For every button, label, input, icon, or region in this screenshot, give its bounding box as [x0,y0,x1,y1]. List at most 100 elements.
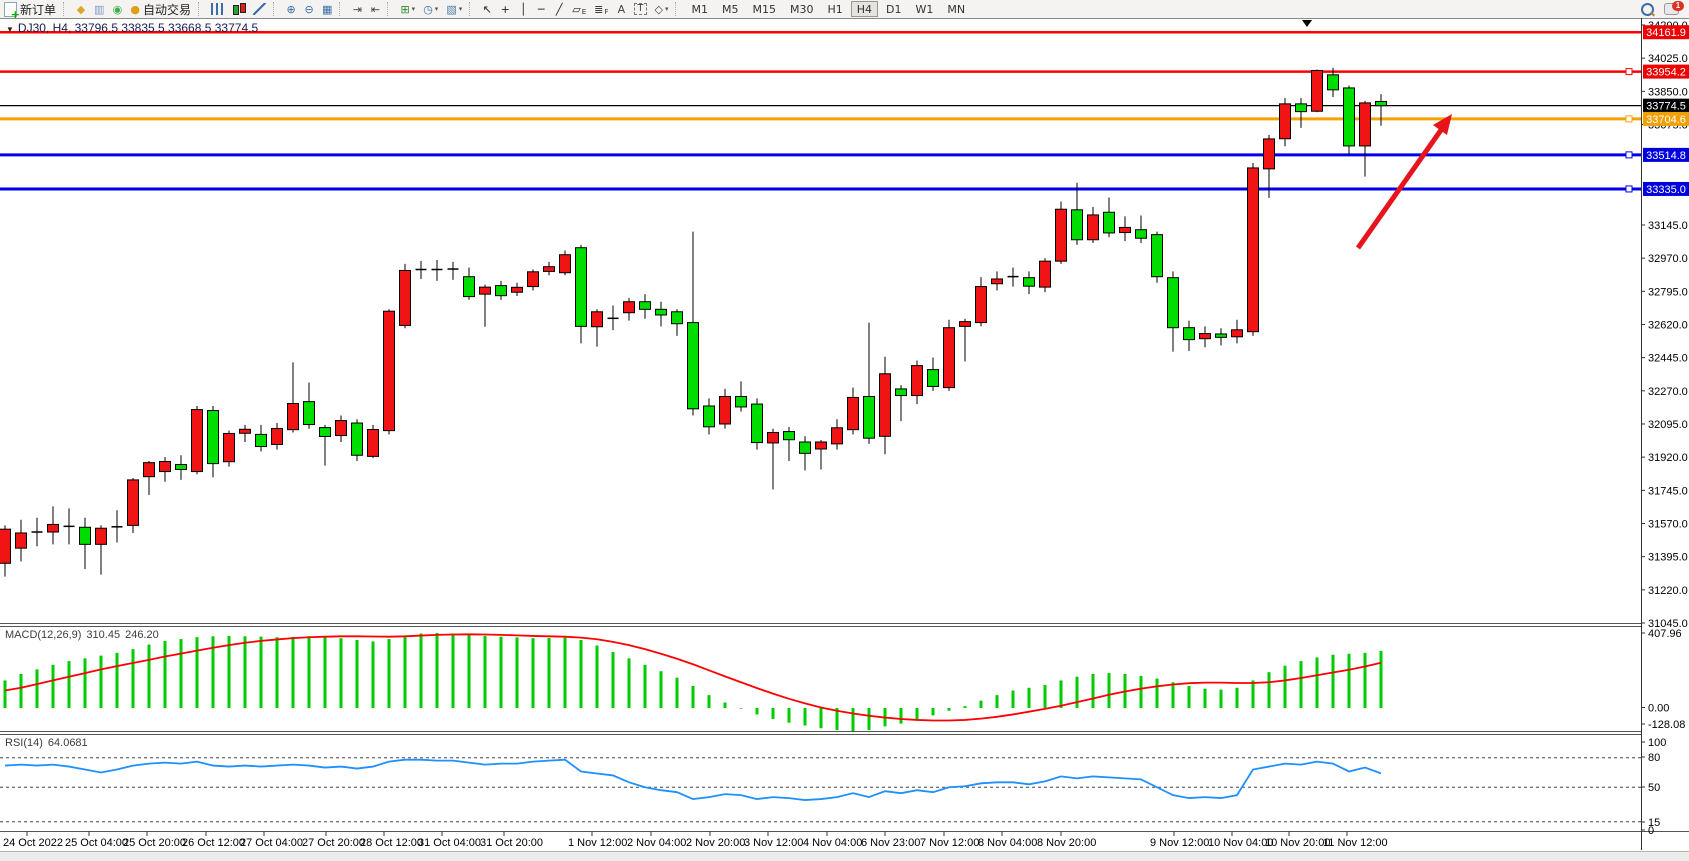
chart-title[interactable]: ▼ DJ30, H4, 33796.5 33835.5 33668.5 33774… [6,21,258,35]
timeframe-h4-button[interactable]: H4 [850,1,879,17]
candle-body [255,433,267,448]
toolbar-separator [469,2,474,16]
trendline-button[interactable]: ╱ [551,1,567,17]
timeframe-m1-button[interactable]: M1 [685,1,714,17]
dropdown-arrow-icon[interactable]: ▾ [434,5,439,13]
horizontal-line-button[interactable]: ─ [533,1,549,17]
bar-chart-mode-button[interactable] [208,1,227,17]
fibonacci-button[interactable]: ≣ F [591,1,611,17]
autotrade-button[interactable]: ● 自动交易 [127,1,194,17]
text-label-button[interactable]: T [631,1,649,17]
time-axis-label: 1 Nov 12:00 [568,837,627,849]
zoom-out-icon: ⊖ [304,2,314,16]
candle-body [1167,277,1179,329]
candle-body [1231,329,1243,338]
time-axis-label: 9 Nov 12:00 [1150,837,1209,849]
macd-histogram-bar [867,708,871,731]
timeframe-h1-button[interactable]: H1 [821,1,848,17]
indicator-axis-label: 15 [1648,817,1660,829]
icon-sub-label: E [581,8,587,16]
candle-chart-mode-button[interactable] [229,1,248,17]
candle-body [687,322,699,410]
macd-label: MACD(12,26,9) 310.45 246.20 [5,629,159,641]
crosshair-button[interactable]: + [497,1,513,17]
price-badge [1643,111,1689,126]
macd-histogram-bar [1283,665,1287,708]
candle-body [367,428,379,457]
zoom-out-button[interactable]: ⊖ [301,1,317,17]
macd-histogram-bar [723,702,727,708]
macd-histogram-bar [851,708,855,732]
macd-histogram-bar [179,639,183,708]
fibonacci-icon: ≣ [594,2,604,16]
candle-body [1135,229,1147,239]
styler-button[interactable]: ◆ [73,1,89,17]
timeframe-w1-button[interactable]: W1 [910,1,940,17]
price-badge-label: 33774.5 [1646,101,1686,113]
dropdown-arrow-icon[interactable]: ▾ [411,5,416,13]
tile-windows-icon: ▦ [322,2,333,16]
price-axis-label: 31395.0 [1648,552,1688,564]
price-badge [1643,64,1689,79]
candle-body [719,395,731,425]
timeframe-d1-button[interactable]: D1 [880,1,907,17]
zoom-in-button[interactable]: ⊕ [283,1,299,17]
chart-window[interactable]: 34200.034025.033850.033675.033145.032970… [0,18,1689,861]
indicators-button[interactable]: ⊞ ▾ [397,1,418,17]
macd-histogram-bar [67,661,71,708]
publish-button[interactable]: ▥ [91,1,107,17]
dropdown-arrow-icon[interactable]: ▾ [664,5,669,13]
price-axis-label: 32795.0 [1648,286,1688,298]
line-chart-mode-button[interactable] [250,1,269,17]
templates-icon: ▧ [446,2,457,16]
macd-histogram-bar [707,695,711,708]
candle-body [847,396,859,431]
text-button[interactable]: A [613,1,629,17]
new-order-button[interactable]: 新订单 [1,1,59,21]
channel-button[interactable]: ▱ E [569,1,589,17]
templates-button[interactable]: ▧ ▾ [443,1,465,17]
timeframe-m30-button[interactable]: M30 [784,1,820,17]
trend-arrow-head[interactable] [1433,114,1452,135]
macd-histogram-bar [835,708,839,731]
timeframe-mn-button[interactable]: MN [941,1,971,17]
timeframe-m15-button[interactable]: M15 [746,1,782,17]
macd-histogram-bar [1011,690,1015,708]
chart-canvas[interactable]: 34200.034025.033850.033675.033145.032970… [0,18,1689,861]
cursor-button[interactable]: ↖ [479,1,495,17]
macd-histogram-bar [659,671,663,708]
time-axis-label: 11 Nov 12:00 [1323,837,1388,849]
candle-body [815,441,827,450]
macd-histogram-bar [1059,680,1063,708]
chart-menu-icon[interactable]: ▼ [6,25,14,34]
candle-body [927,369,939,387]
macd-histogram-bar [1107,673,1111,708]
chart-shift-button[interactable]: ⇤ [367,1,383,17]
candle-body [1279,103,1291,140]
time-axis-label: 3 Nov 12:00 [744,837,803,849]
candle-body [591,311,603,328]
chat-icon[interactable]: 1 [1664,1,1684,15]
candle-body [783,431,795,441]
candle-body [319,427,331,437]
dropdown-arrow-icon[interactable]: ▾ [458,5,463,13]
level-handle-marker [1625,115,1633,123]
tile-windows-button[interactable]: ▦ [319,1,335,17]
trend-arrow-annotation[interactable] [1355,128,1444,250]
vertical-line-button[interactable]: │ [515,1,531,17]
search-icon[interactable] [1641,2,1654,16]
signal-button[interactable]: ◉ [109,1,125,17]
auto-scroll-button[interactable]: ⇥ [349,1,365,17]
arrows-button[interactable]: ◇ ▾ [652,1,672,17]
candle-body [1375,100,1387,107]
toolbar-right: 1 [1641,0,1685,18]
macd-histogram-bar [1299,661,1303,708]
macd-histogram-bar [51,664,55,708]
macd-histogram-bar [755,708,759,715]
periods-button[interactable]: ◷ ▾ [420,1,441,17]
candle-body [735,395,747,408]
macd-histogram-bar [771,708,775,720]
timeframe-m5-button[interactable]: M5 [716,1,745,17]
candle-body [287,403,299,431]
candle-body [623,301,635,314]
